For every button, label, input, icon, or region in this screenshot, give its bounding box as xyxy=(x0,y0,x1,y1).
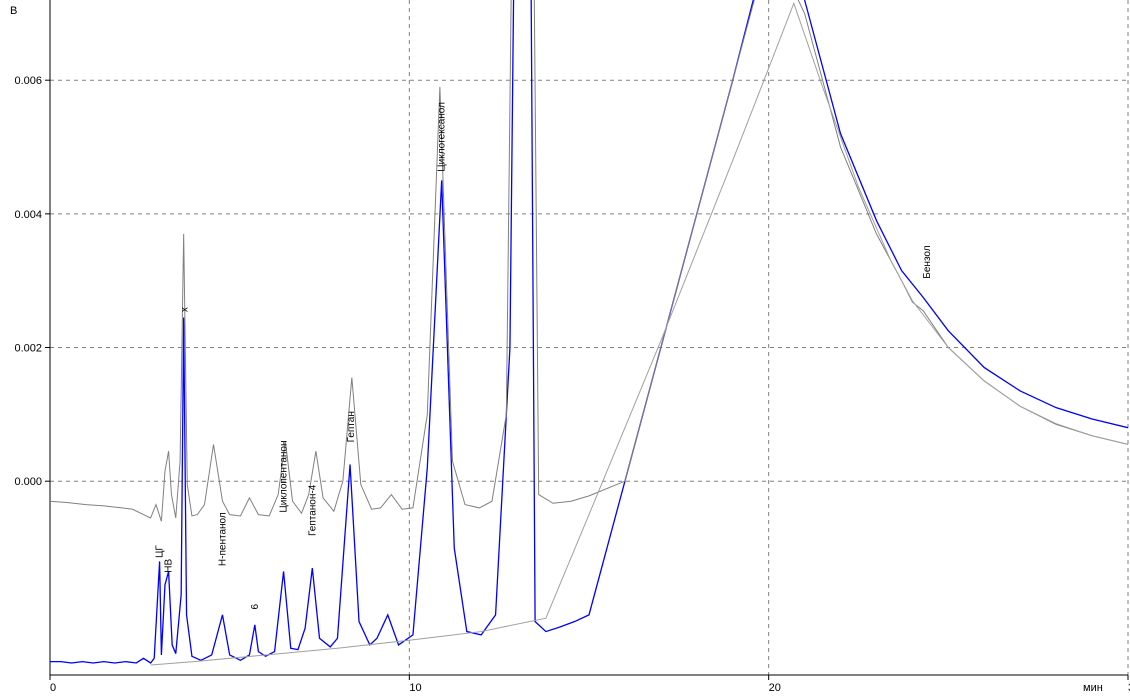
x-axis-unit: мин xyxy=(1083,682,1103,694)
peak-label: ЦГ xyxy=(155,545,166,558)
chromatogram-chart: 01020300.0000.0020.0040.006ВминЦГНВхН-пе… xyxy=(0,0,1130,698)
x-tick-label: 0 xyxy=(50,682,56,694)
peak-label: х xyxy=(179,307,190,312)
peak-label: Н-пентанол xyxy=(217,512,228,566)
y-axis-unit: В xyxy=(10,5,17,17)
y-tick-label: 0.002 xyxy=(14,343,42,355)
peak-label: Бензол xyxy=(922,245,933,278)
x-tick-label: 20 xyxy=(769,682,781,694)
y-tick-label: 0.000 xyxy=(14,476,42,488)
peak-label: 6 xyxy=(250,604,261,610)
y-tick-label: 0.006 xyxy=(14,75,42,87)
x-tick-label: 10 xyxy=(409,682,421,694)
peak-label: Гептан xyxy=(346,411,357,442)
peak-label: НВ xyxy=(164,559,175,573)
peak-label: Гептанон-4 xyxy=(307,484,318,536)
peak-label: Циклопентанон xyxy=(279,440,290,512)
peak-label: Циклогексанол xyxy=(437,102,448,172)
y-tick-label: 0.004 xyxy=(14,209,42,221)
